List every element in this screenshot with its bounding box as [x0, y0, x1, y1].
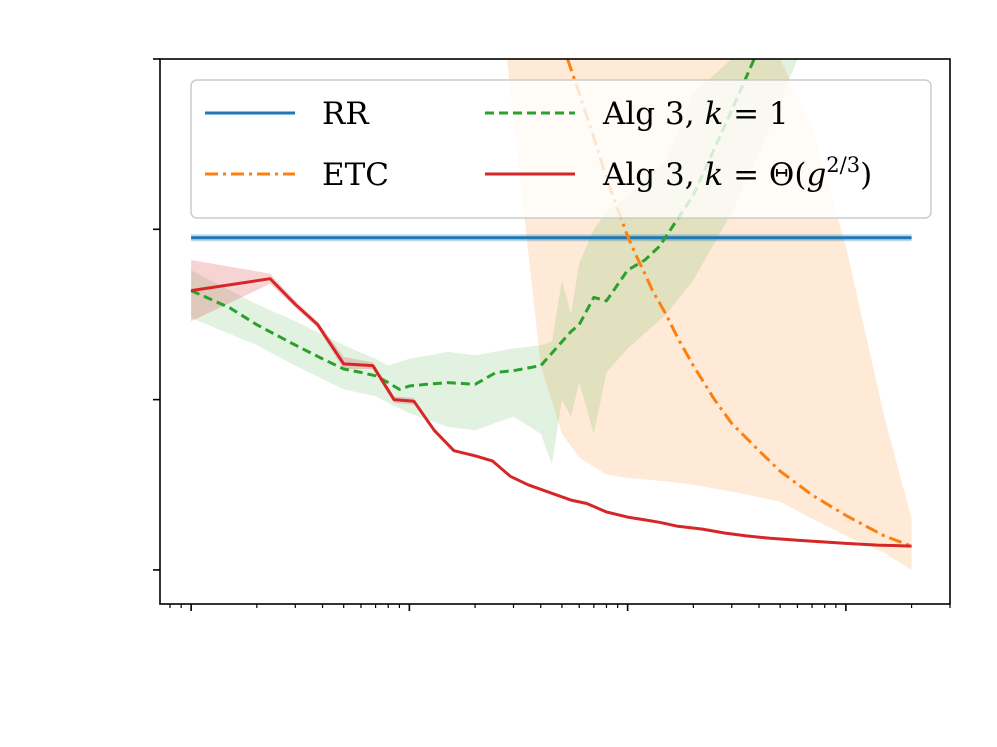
legend-label-text: = Θ( [723, 157, 806, 193]
legend-label-variable: k [704, 157, 723, 193]
legend-label-rr: RR [322, 96, 370, 132]
axes [153, 58, 951, 611]
legend-label-text: Alg 3, [602, 157, 704, 193]
legend-label-text: = 1 [723, 96, 788, 132]
line-alg3_k1 [190, 59, 756, 391]
legend-label-variable: k [704, 96, 723, 132]
legend-label-alg3_theta: Alg 3, k = Θ(g2/3) [602, 153, 872, 193]
legend-label-alg3_k1: Alg 3, k = 1 [602, 96, 789, 132]
band-alg3_theta [191, 260, 414, 405]
legend-box [190, 79, 932, 219]
legend-label-text: ETC [322, 157, 389, 193]
legend-label-exponent: 2/3 [826, 153, 860, 177]
legend-label-etc: ETC [322, 157, 389, 193]
legend-label-text: RR [322, 96, 370, 132]
legend-label-text: Alg 3, [602, 96, 704, 132]
legend-label-variable: g [806, 157, 826, 193]
plot-frame [159, 58, 951, 605]
legend-label-text: ) [860, 157, 872, 193]
line-alg3_theta [190, 277, 912, 548]
